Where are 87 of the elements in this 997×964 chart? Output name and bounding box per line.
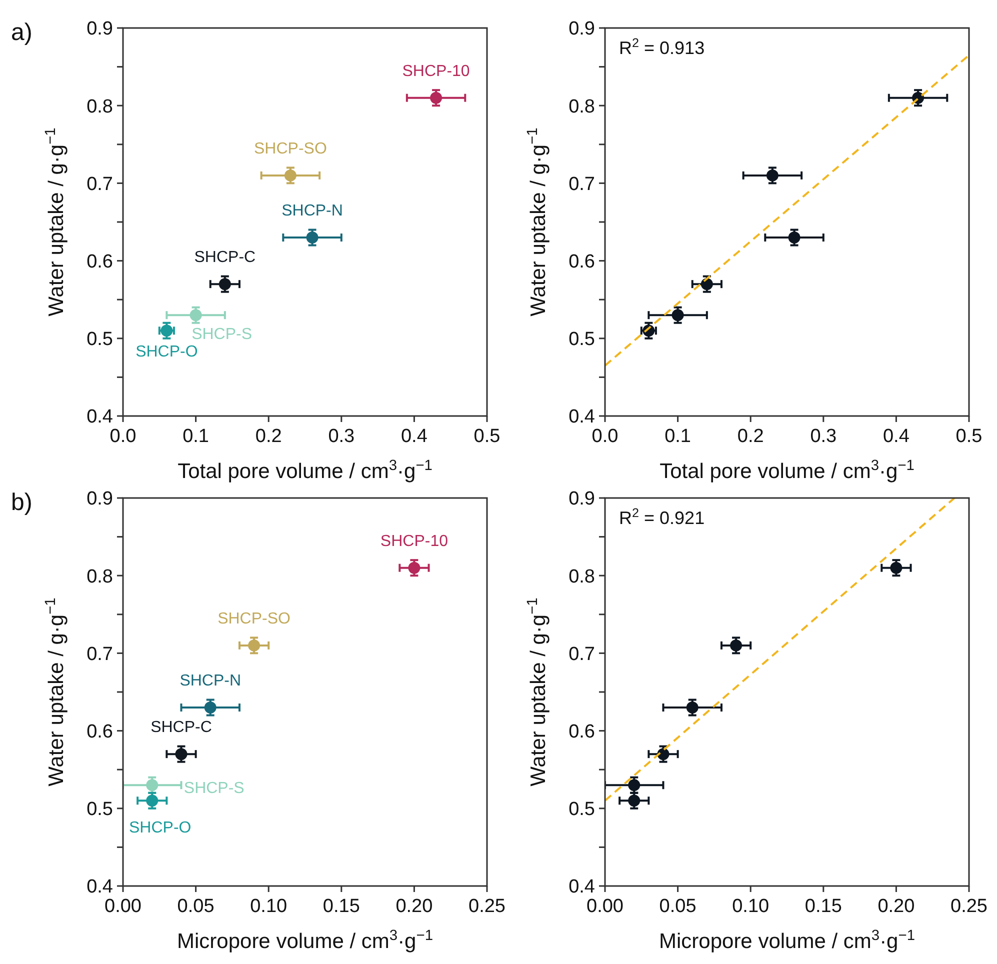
series-label: SHCP-C (194, 249, 256, 266)
y-tick-label: 0.5 (568, 799, 595, 820)
x-tick-label: 0.05 (177, 896, 214, 917)
x-tick-label: 0.00 (586, 896, 624, 917)
y-tick-label: 0.7 (568, 644, 595, 665)
y-tick-label: 0.8 (86, 566, 113, 588)
point (175, 748, 188, 760)
point (700, 278, 713, 290)
x-tick-label: 0.5 (956, 426, 982, 447)
annotation: R$^{2}$ = 0.921 (619, 506, 705, 528)
x-tick-label: 0.3 (328, 426, 355, 447)
point (672, 309, 684, 322)
series-label: SHCP-C (150, 719, 212, 736)
x-tick-label: 0.20 (396, 896, 433, 917)
point (160, 324, 173, 337)
y-tick-label: 0.4 (86, 406, 114, 428)
y-tick-label: 0.8 (568, 96, 595, 118)
y-tick-label: 0.6 (86, 721, 113, 742)
y-tick-label: 0.9 (86, 18, 113, 40)
x-tick-label: 0.05 (659, 896, 696, 917)
x-tick-label: 0.0 (592, 426, 618, 447)
series-label: SHCP-N (282, 202, 343, 220)
point (766, 169, 778, 182)
point (686, 702, 698, 714)
point (890, 562, 902, 574)
point (190, 309, 202, 322)
x-tick-label: 0.4 (882, 426, 910, 447)
x-axis-title: Micropore volume / cm$^{3}$·g$^{−1}$ (659, 928, 915, 953)
point (730, 639, 742, 652)
x-tick-label: 0.15 (322, 896, 360, 917)
y-tick-label: 0.6 (568, 721, 595, 742)
point (408, 562, 420, 574)
y-tick-label: 0.9 (86, 488, 113, 510)
series-label: SHCP-10 (402, 62, 470, 80)
y-tick-label: 0.4 (86, 876, 114, 898)
y-tick-label: 0.8 (568, 566, 595, 588)
series-label: SHCP-O (129, 820, 192, 837)
y-tick-label: 0.8 (86, 96, 113, 118)
x-tick-label: 0.5 (474, 426, 500, 447)
x-tick-label: 0.10 (250, 896, 288, 917)
x-tick-label: 0.00 (104, 896, 142, 917)
x-axis-title: Micropore volume / cm$^{3}$·g$^{−1}$ (177, 928, 433, 953)
x-tick-label: 0.1 (664, 426, 692, 447)
x-axis-title: Total pore volume / cm$^{3}$·g$^{−1}$ (178, 458, 432, 483)
text: a) (11, 19, 32, 46)
x-tick-label: 0.4 (400, 426, 428, 447)
x-tick-label: 0.2 (737, 426, 764, 447)
text: b) (11, 489, 32, 516)
y-tick-label: 0.4 (568, 876, 596, 898)
y-tick-label: 0.7 (568, 174, 595, 195)
series-label: SHCP-SO (254, 140, 327, 158)
y-tick-label: 0.7 (86, 174, 113, 195)
series-label: SHCP-S (184, 780, 244, 798)
series-label: SHCP-N (180, 672, 242, 690)
y-tick-label: 0.5 (568, 329, 595, 350)
x-tick-label: 0.3 (810, 426, 837, 447)
point (146, 779, 158, 792)
point (248, 639, 260, 652)
x-tick-label: 0.25 (950, 896, 988, 917)
series-label: SHCP-O (136, 344, 198, 361)
y-tick-label: 0.9 (568, 488, 595, 510)
series-label: SHCP-S (192, 326, 252, 344)
series-label: SHCP-SO (218, 610, 290, 628)
point (146, 794, 158, 807)
x-tick-label: 0.15 (804, 896, 842, 917)
y-tick-label: 0.4 (568, 406, 596, 428)
x-tick-label: 0.0 (110, 426, 136, 447)
x-tick-label: 0.10 (732, 896, 770, 917)
series-label: SHCP-10 (380, 532, 448, 550)
y-tick-label: 0.5 (86, 799, 113, 820)
x-tick-label: 0.25 (468, 896, 506, 917)
x-tick-label: 0.20 (878, 896, 915, 917)
point (204, 702, 216, 714)
point (218, 278, 231, 290)
y-tick-label: 0.6 (568, 251, 595, 272)
point (306, 232, 318, 244)
y-tick-label: 0.9 (568, 18, 595, 40)
point (430, 92, 442, 104)
y-tick-label: 0.6 (86, 251, 113, 272)
annotation: R$^{2}$ = 0.913 (619, 36, 705, 58)
x-tick-label: 0.1 (182, 426, 210, 447)
x-tick-label: 0.2 (255, 426, 282, 447)
y-tick-label: 0.7 (86, 644, 113, 665)
point (788, 232, 800, 244)
y-tick-label: 0.5 (86, 329, 113, 350)
x-axis-title: Total pore volume / cm$^{3}$·g$^{−1}$ (660, 458, 914, 483)
point (284, 169, 296, 182)
